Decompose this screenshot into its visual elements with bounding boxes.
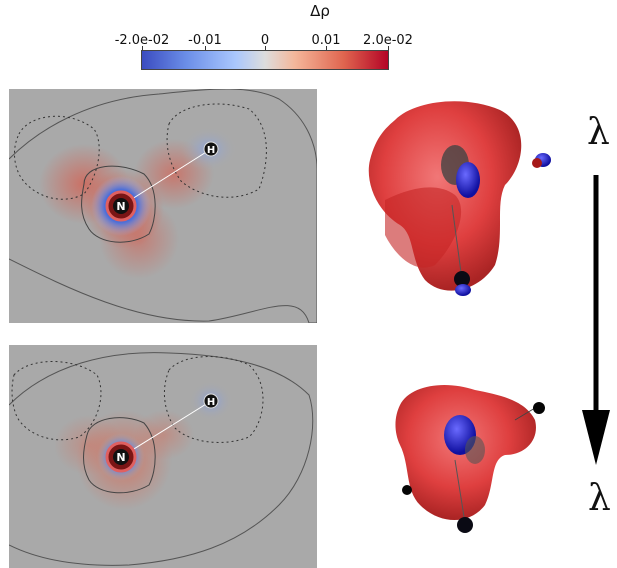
atom-h-label: H [207,397,215,408]
colorbar-tick-label: 2.0e-02 [363,33,413,48]
colorbar-tick [326,46,327,51]
density-slice-bottom: N H [9,345,317,568]
colorbar-tick [205,46,206,51]
colorbar-tick-label: -0.01 [188,33,222,48]
colorbar-tick-label: 0 [260,33,270,48]
isosurface-top [368,101,551,296]
colorbar-tick-label: 0.01 [311,33,341,48]
lambda-label-top: λ [587,112,610,153]
atom-n-label: N [116,200,125,213]
isosurface-bottom [395,385,545,533]
density-slice-top: N H [9,89,317,323]
down-arrow-icon [582,175,610,465]
colorbar-gradient [141,50,389,70]
colorbar-tick [388,46,389,51]
lambda-label-bottom: λ [588,478,611,519]
colorbar-tick [265,46,266,51]
colorbar-tick-label: -2.0e-02 [114,33,170,48]
atom-h-label: H [207,145,215,156]
colorbar-title: Δρ [310,2,330,20]
colorbar-tick [142,46,143,51]
atom-n-label: N [116,451,125,464]
